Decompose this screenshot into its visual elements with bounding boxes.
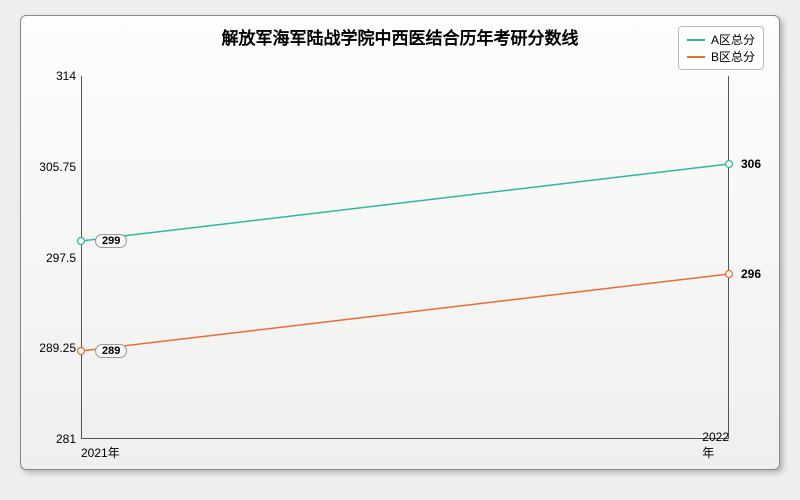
legend-swatch-b	[687, 56, 705, 58]
chart-lines-svg	[81, 76, 729, 439]
data-point-label: 306	[741, 157, 761, 171]
y-tick-label: 305.75	[26, 160, 76, 174]
chart-area: 解放军海军陆战学院中西医结合历年考研分数线 A区总分 B区总分 281289.2…	[20, 15, 780, 470]
data-point-label: 299	[95, 234, 127, 248]
data-point-label: 296	[741, 267, 761, 281]
legend-label-a: A区总分	[711, 31, 755, 48]
y-tick-label: 281	[26, 432, 76, 446]
chart-container: 解放军海军陆战学院中西医结合历年考研分数线 A区总分 B区总分 281289.2…	[0, 0, 800, 500]
legend-item: B区总分	[687, 48, 755, 65]
y-tick-label: 297.5	[26, 251, 76, 265]
x-tick-label: 2021年	[81, 444, 120, 461]
legend-label-b: B区总分	[711, 48, 755, 65]
legend-item: A区总分	[687, 31, 755, 48]
y-tick-label: 289.25	[26, 341, 76, 355]
y-tick-label: 314	[26, 69, 76, 83]
legend: A区总分 B区总分	[678, 26, 764, 70]
x-tick-label: 2022年	[702, 430, 729, 461]
data-point-label: 289	[95, 344, 127, 358]
chart-title: 解放军海军陆战学院中西医结合历年考研分数线	[21, 16, 779, 49]
legend-swatch-a	[687, 39, 705, 41]
plot-area: 281289.25297.5305.753142021年2022年2993062…	[81, 76, 729, 439]
